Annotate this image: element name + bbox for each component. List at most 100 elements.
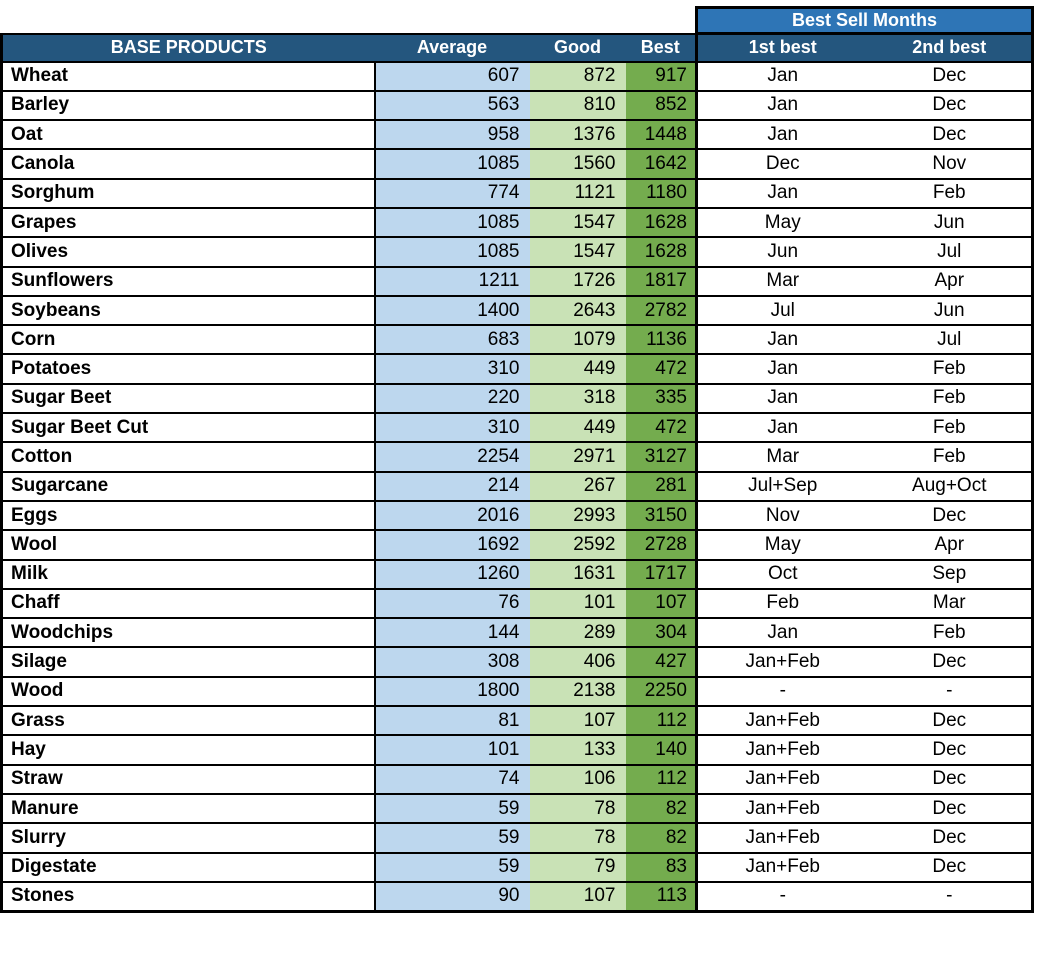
- table-row: Digestate 59 79 83 Jan+Feb Dec: [0, 852, 1034, 883]
- product-name-cell: Grapes: [0, 207, 376, 239]
- best-cell: 472: [625, 413, 698, 444]
- average-cell: 308: [374, 647, 530, 678]
- table-row: Canola 1085 1560 1642 Dec Nov: [0, 149, 1034, 180]
- group-header-row: Best Sell Months: [1, 6, 1034, 35]
- good-cell: 133: [529, 735, 626, 766]
- product-name-cell: Sunflowers: [0, 266, 376, 297]
- best-cell: 3150: [625, 500, 698, 532]
- best-cell: 917: [625, 61, 698, 92]
- average-cell: 90: [374, 881, 530, 913]
- product-name-cell: Wool: [0, 530, 376, 561]
- good-cell: 107: [529, 706, 626, 737]
- first-best-cell: Jan+Feb: [696, 647, 868, 678]
- good-cell: 78: [529, 793, 626, 825]
- table-row: Sugar Beet Cut 310 449 472 Jan Feb: [0, 413, 1034, 444]
- product-name-cell: Grass: [0, 706, 376, 737]
- table-row: Woodchips 144 289 304 Jan Feb: [0, 618, 1034, 649]
- first-best-cell: Jan+Feb: [696, 764, 868, 795]
- best-cell: 3127: [625, 442, 698, 473]
- average-cell: 1692: [374, 530, 530, 561]
- average-cell: 607: [374, 61, 530, 92]
- table-row: Olives 1085 1547 1628 Jun Jul: [0, 237, 1034, 268]
- first-best-cell: Jan: [696, 61, 868, 92]
- average-cell: 2016: [374, 500, 530, 532]
- product-name-cell: Digestate: [0, 852, 376, 883]
- first-best-cell: Jan+Feb: [696, 852, 868, 883]
- first-best-cell: Jan: [696, 120, 868, 151]
- good-cell: 449: [529, 354, 626, 385]
- second-best-cell: Aug+Oct: [867, 471, 1034, 502]
- average-cell: 683: [374, 325, 530, 356]
- average-cell: 76: [374, 588, 530, 620]
- average-cell: 958: [374, 120, 530, 151]
- product-name-cell: Olives: [0, 237, 376, 268]
- best-cell: 472: [625, 354, 698, 385]
- good-cell: 318: [529, 383, 626, 415]
- first-best-cell: Jan: [696, 383, 868, 415]
- second-best-cell: Feb: [867, 178, 1034, 209]
- second-best-cell: Nov: [867, 149, 1034, 180]
- product-name-cell: Barley: [0, 90, 376, 122]
- good-cell: 810: [529, 90, 626, 122]
- product-name-cell: Wheat: [0, 61, 376, 92]
- column-header-average: Average: [374, 32, 530, 63]
- table-row: Oat 958 1376 1448 Jan Dec: [0, 120, 1034, 151]
- product-name-cell: Soybeans: [0, 295, 376, 327]
- product-name-cell: Hay: [0, 735, 376, 766]
- good-cell: 2643: [529, 295, 626, 327]
- second-best-cell: Dec: [867, 61, 1034, 92]
- second-best-cell: -: [867, 676, 1034, 708]
- product-name-cell: Wood: [0, 676, 376, 708]
- second-best-cell: Feb: [867, 442, 1034, 473]
- product-name-cell: Manure: [0, 793, 376, 825]
- average-cell: 563: [374, 90, 530, 122]
- average-cell: 1400: [374, 295, 530, 327]
- average-cell: 310: [374, 413, 530, 444]
- best-cell: 1448: [625, 120, 698, 151]
- table-row: Sorghum 774 1121 1180 Jan Feb: [0, 178, 1034, 209]
- first-best-cell: Jan+Feb: [696, 735, 868, 766]
- best-cell: 113: [625, 881, 698, 913]
- top-left-spacer: [1, 7, 697, 34]
- good-cell: 2592: [529, 530, 626, 561]
- product-name-cell: Straw: [0, 764, 376, 795]
- second-best-cell: Dec: [867, 852, 1034, 883]
- first-best-cell: Mar: [696, 442, 868, 473]
- product-name-cell: Sorghum: [0, 178, 376, 209]
- second-best-cell: Feb: [867, 618, 1034, 649]
- product-name-cell: Sugarcane: [0, 471, 376, 502]
- first-best-cell: Jul+Sep: [696, 471, 868, 502]
- column-header-best: Best: [625, 32, 698, 63]
- good-cell: 2971: [529, 442, 626, 473]
- best-cell: 1717: [625, 559, 698, 590]
- first-best-cell: Nov: [696, 500, 868, 532]
- column-header-1st-best: 1st best: [696, 32, 868, 63]
- best-sell-months-header: Best Sell Months: [695, 6, 1034, 35]
- second-best-cell: Feb: [867, 383, 1034, 415]
- first-best-cell: Jul: [696, 295, 868, 327]
- second-best-cell: Dec: [867, 823, 1034, 854]
- second-best-cell: Dec: [867, 90, 1034, 122]
- first-best-cell: Jan+Feb: [696, 706, 868, 737]
- table-row: Slurry 59 78 82 Jan+Feb Dec: [0, 823, 1034, 854]
- first-best-cell: Oct: [696, 559, 868, 590]
- column-header-base-products: BASE PRODUCTS: [0, 32, 375, 63]
- product-name-cell: Woodchips: [0, 618, 376, 649]
- table-row: Eggs 2016 2993 3150 Nov Dec: [0, 500, 1034, 532]
- first-best-cell: Jan: [696, 178, 868, 209]
- good-cell: 267: [529, 471, 626, 502]
- best-cell: 2250: [625, 676, 698, 708]
- best-cell: 1642: [625, 149, 698, 180]
- best-cell: 1136: [625, 325, 698, 356]
- second-best-cell: Feb: [867, 413, 1034, 444]
- table-row: Potatoes 310 449 472 Jan Feb: [0, 354, 1034, 385]
- best-cell: 83: [625, 852, 698, 883]
- first-best-cell: -: [696, 881, 868, 913]
- table-row: Grapes 1085 1547 1628 May Jun: [0, 207, 1034, 239]
- average-cell: 144: [374, 618, 530, 649]
- average-cell: 1260: [374, 559, 530, 590]
- second-best-cell: Mar: [867, 588, 1034, 620]
- best-cell: 1628: [625, 207, 698, 239]
- good-cell: 1560: [529, 149, 626, 180]
- first-best-cell: May: [696, 530, 868, 561]
